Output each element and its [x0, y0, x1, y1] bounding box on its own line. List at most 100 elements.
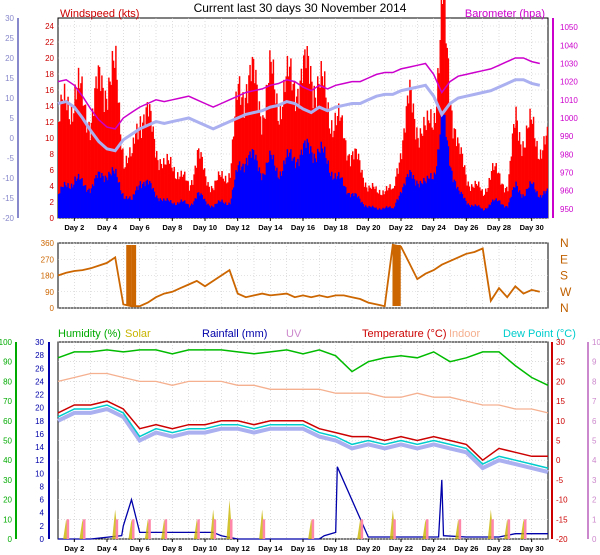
gust-bars-bar [91, 108, 94, 218]
avg-bars-bar [461, 193, 464, 218]
avg-bars-bar [163, 198, 165, 218]
humidity-tick-label: 100 [0, 338, 13, 347]
avg-bars-bar [156, 195, 158, 218]
x-tick-label: Day 26 [454, 544, 478, 553]
avg-bars-bar [469, 206, 472, 218]
gust-bars-bar [77, 67, 80, 218]
avg-bars-bar [500, 204, 502, 218]
avg-bars-bar [235, 170, 237, 218]
avg-bars-bar [89, 193, 91, 218]
gust-bars-bar [438, 73, 440, 218]
gust-bars-bar [479, 187, 481, 218]
gust-bars-bar [121, 149, 123, 218]
gust-bars-bar [250, 81, 252, 218]
x-tick-label: Day 8 [162, 544, 182, 553]
gust-bars-bar [513, 124, 515, 218]
y-tick-label: 2 [50, 198, 55, 207]
gust-bars-bar [286, 55, 289, 219]
gust-bars-bar [359, 160, 361, 218]
y-outer-tick-label: 20 [5, 54, 14, 63]
y-tick-label: 0 [50, 214, 55, 223]
avg-bars-bar [194, 198, 196, 218]
avg-bars-bar [517, 192, 520, 218]
y-tick-label: 8 [50, 150, 55, 159]
avg-bars-bar [270, 154, 272, 218]
avg-bars-bar [68, 188, 70, 218]
gust-bars-bar [420, 133, 423, 218]
legend-uv: UV [286, 328, 302, 340]
gust-bars-bar [125, 155, 128, 218]
gust-bars-bar [333, 130, 335, 218]
avg-bars-bar [409, 169, 411, 218]
gust-bars-bar [63, 83, 66, 218]
rain-tick-label: 24 [35, 377, 44, 386]
gust-bars-bar [122, 148, 124, 218]
gust-bars-bar [476, 185, 479, 218]
gust-bars-bar [524, 147, 527, 218]
gust-bars-bar [248, 75, 250, 218]
legend-indoor: Indoor [449, 328, 481, 340]
gust-bars-bar [473, 187, 475, 218]
avg-bars-bar [154, 197, 157, 218]
gust-bars-bar [72, 121, 74, 218]
avg-bars-bar [65, 185, 67, 218]
avg-bars-bar [254, 159, 256, 218]
gust-bars-bar [185, 180, 187, 218]
gust-bars-bar [427, 120, 430, 218]
gust-bars-bar [93, 116, 95, 218]
avg-bars-bar [304, 140, 306, 218]
avg-bars-bar [482, 210, 485, 218]
gust-bars-bar [383, 194, 385, 218]
gust-bars-bar [489, 179, 492, 218]
rain-tick-label: 10 [35, 469, 44, 478]
y-outer-tick-label: -5 [7, 154, 15, 163]
y-outer-tick-label: -20 [2, 214, 14, 223]
gust-bars-bar [537, 158, 539, 218]
legend-temperature: Temperature (°C) [362, 328, 446, 340]
y-tick-label: 90 [45, 288, 54, 297]
gust-bars-bar [188, 190, 191, 218]
avg-bars-bar [109, 173, 111, 218]
avg-bars-bar [188, 207, 191, 218]
gust-bars-bar [543, 136, 545, 218]
avg-bars-bar [536, 191, 538, 218]
gust-bars-bar [310, 65, 312, 218]
avg-bars-bar [298, 166, 300, 218]
gust-bars-bar [166, 153, 168, 218]
y-tick-label: 16 [45, 86, 54, 95]
avg-bars-bar [131, 199, 133, 218]
avg-bars-bar [187, 204, 189, 218]
gust-bars-bar [406, 95, 409, 218]
gust-bars-bar [511, 133, 514, 218]
uv-bar [458, 519, 462, 539]
uv-bar [132, 519, 135, 539]
avg-bars-bar [476, 206, 479, 218]
gust-bars-bar [219, 175, 221, 218]
gust-bars-bar [469, 191, 472, 218]
gust-bars-bar [304, 49, 306, 218]
gust-bars-bar [370, 188, 373, 218]
gust-bars-bar [128, 157, 130, 218]
avg-bars-bar [307, 142, 310, 218]
gust-bars-bar [62, 102, 65, 218]
y2-tick-label: 1040 [560, 41, 578, 50]
gust-bars-bar [488, 177, 490, 218]
y-tick-label: 24 [45, 22, 54, 31]
gust-bars-bar [348, 154, 350, 218]
x-tick-label: Day 10 [193, 223, 217, 232]
rain-tick-label: 4 [40, 509, 45, 518]
gust-bars-bar [536, 140, 538, 218]
gust-bars-bar [266, 85, 269, 218]
gust-bars-bar [276, 93, 278, 218]
gust-bars-bar [290, 58, 292, 218]
avg-bars-bar [480, 208, 482, 218]
gust-bars-bar [371, 182, 374, 218]
gust-bars-bar [545, 135, 547, 218]
gust-bars-bar [293, 80, 296, 218]
gust-bars-bar [369, 187, 371, 218]
avg-bars-bar [276, 167, 278, 218]
avg-bars-bar [345, 187, 347, 218]
avg-bars-bar [81, 178, 83, 218]
y2-tick-label: 1010 [560, 96, 578, 105]
gust-bars-bar [237, 83, 240, 218]
